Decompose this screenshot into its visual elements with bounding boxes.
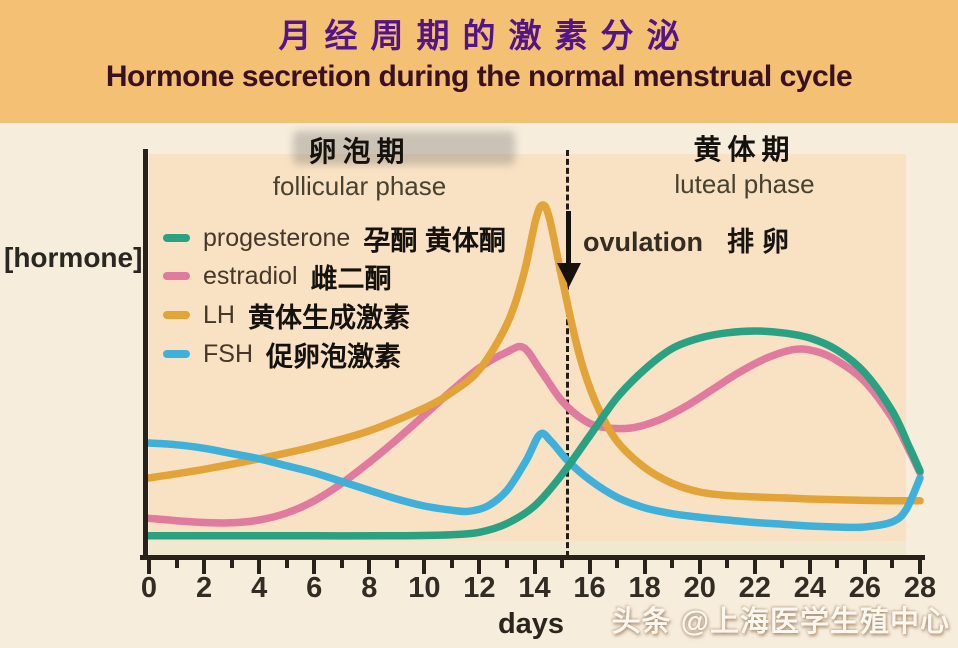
legend-swatch-fsh [163,350,190,358]
ovulation-arrow [566,211,571,265]
ovulation-arrow-head-icon [557,263,581,287]
x-axis-major-tick [862,560,867,574]
x-axis-minor-tick [449,560,454,568]
x-axis-major-tick [257,560,262,574]
phase-follicular: 卵泡期 follicular phase [232,130,487,202]
x-axis-tick-label: 22 [738,572,771,604]
x-axis-minor-tick [615,560,620,568]
x-axis-tick-label: 20 [683,572,716,604]
watermark: 头条 @上海医学生殖中心 [611,606,950,638]
x-axis-tick-label: 2 [195,572,213,604]
legend-item-fsh: FSH 促卵泡激素 [163,338,401,372]
x-axis-tick-label: 14 [518,572,551,604]
x-axis-tick-label: 12 [463,572,496,604]
x-axis-minor-tick [725,560,730,568]
ovulation-label-english: ovulation [583,227,703,257]
legend-label-progesterone-chinese: 孕酮 黄体酮 [363,225,506,256]
x-axis-major-tick [587,560,592,574]
legend-swatch-lh [163,311,190,319]
x-axis-tick-label: 0 [140,572,158,604]
x-axis-minor-tick [504,560,509,568]
x-axis-minor-tick [890,560,895,568]
legend-item-lh: LH 黄体生成激素 [163,299,410,333]
x-axis-major-tick [918,560,922,574]
phase-luteal-english: luteal phase [674,169,815,199]
x-axis-minor-tick [670,560,675,568]
x-axis-tick-label: 24 [793,572,826,604]
figure-area: 0 2 4 6 8 10 12 14 16 18 20 22 24 26 28 [hormone] days… [0,123,958,648]
phase-luteal-chinese: 黄体期 [693,134,796,165]
y-axis-line [143,149,148,560]
legend-swatch-estradiol [163,272,190,280]
x-axis-major-tick [807,560,812,574]
y-axis-label: [hormone] [4,242,143,273]
x-axis-tick-label: 8 [361,572,378,604]
legend-label-fsh-chinese: 促卵泡激素 [266,341,401,372]
x-axis-minor-tick [339,560,344,568]
page-title-chinese: 月经周期的激素分泌 [278,16,693,55]
legend-item-estradiol: estradiol 雌二酮 [163,260,392,294]
censor-smudge [293,131,515,165]
x-axis-label: days [497,608,565,640]
x-axis-minor-tick [284,560,289,568]
x-axis-line [140,555,925,560]
page-title-english: Hormone secretion during the normal mens… [105,60,853,93]
phase-follicular-english: follicular phase [272,171,447,201]
x-axis-major-tick [312,560,317,574]
x-axis-tick-label: 10 [408,572,441,604]
legend-label-estradiol-chinese: 雌二酮 [310,263,392,294]
x-axis-minor-tick [229,560,234,568]
legend-label-fsh: FSH [203,339,253,368]
legend-label-lh-chinese: 黄体生成激素 [247,302,410,333]
legend-item-progesterone: progesterone 孕酮 黄体酮 [163,222,506,256]
legend-swatch-progesterone [163,234,190,242]
x-axis-tick-label: 18 [628,572,661,604]
x-axis-tick-label: 16 [573,572,606,604]
x-axis-major-tick [422,560,427,574]
legend-label-progesterone: progesterone [203,223,351,252]
x-axis-tick-label: 28 [903,572,937,604]
header-band: 月经周期的激素分泌 Hormone secretion during the n… [0,0,958,123]
x-axis-major-tick [202,560,207,574]
x-axis-minor-tick [835,560,840,568]
x-axis-major-tick [697,560,702,574]
x-axis-minor-tick [560,560,565,568]
phase-luteal: 黄体期 luteal phase [622,128,867,200]
phase-follicular-chinese: 卵泡期 [308,136,411,167]
x-axis-major-tick [752,560,757,574]
x-axis-major-tick [532,560,537,574]
legend-label-lh: LH [203,300,235,329]
x-axis-tick-label: 4 [251,572,268,604]
legend-label-estradiol: estradiol [203,261,298,290]
x-axis-minor-tick [780,560,785,568]
x-axis-major-tick [477,560,482,574]
ovulation-label-chinese: 排卵 [727,227,797,257]
baseline-strip [149,541,906,555]
ovulation-annotation: ovulation 排卵 [583,220,797,259]
x-axis-minor-tick [394,560,399,568]
x-axis-major-tick [147,560,151,574]
x-axis-tick-label: 26 [848,572,882,604]
x-axis-minor-tick [174,560,179,568]
x-axis-tick-label: 6 [306,572,323,604]
x-axis-major-tick [642,560,647,574]
x-axis-major-tick [367,560,372,574]
